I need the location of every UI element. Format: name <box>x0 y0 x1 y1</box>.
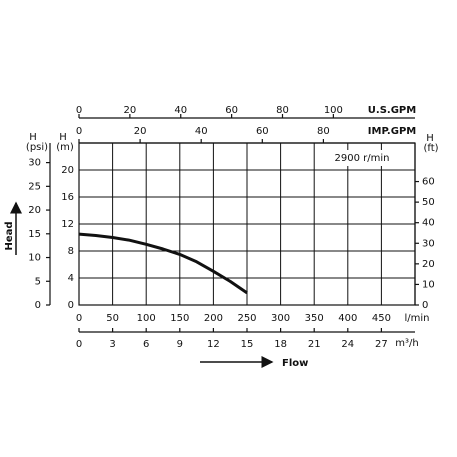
x-tick-label: 400 <box>338 313 357 324</box>
tick-label: 40 <box>174 105 187 116</box>
x-tick-label: 450 <box>372 313 391 324</box>
tick-label: 21 <box>308 339 321 350</box>
x-title: Flow <box>282 358 308 369</box>
m-header: (m) <box>56 142 74 153</box>
tick-label: 10 <box>422 279 435 290</box>
x-tick-label: 200 <box>204 313 223 324</box>
y-tick-label: 16 <box>61 192 74 203</box>
tick-label: 5 <box>35 276 41 287</box>
tick-label: 80 <box>276 105 289 116</box>
x-tick-label: 100 <box>137 313 156 324</box>
x-tick-label: 150 <box>170 313 189 324</box>
ft-header: (ft) <box>423 143 438 154</box>
x-tick-label: 50 <box>106 313 119 324</box>
usgpm-unit: U.S.GPM <box>368 105 416 116</box>
y-tick-label: 8 <box>68 246 74 257</box>
tick-label: 20 <box>28 205 41 216</box>
y-tick-label: 0 <box>68 300 74 311</box>
x-tick-label: 250 <box>237 313 256 324</box>
tick-label: 0 <box>76 126 82 137</box>
label-box <box>322 150 402 166</box>
curve <box>78 232 248 295</box>
tick-label: 20 <box>134 126 147 137</box>
x-tick-label: 0 <box>76 313 82 324</box>
tick-label: 60 <box>225 105 238 116</box>
psi-header: (psi) <box>26 142 48 153</box>
tick-label: 100 <box>324 105 343 116</box>
speed-label: 2900 r/min <box>335 153 390 164</box>
tick-label: 9 <box>177 339 183 350</box>
tick-label: 60 <box>422 177 435 188</box>
tick-label: 40 <box>195 126 208 137</box>
psi-header: H <box>29 132 37 143</box>
tick-label: 24 <box>341 339 354 350</box>
tick-label: 12 <box>207 339 220 350</box>
tick-label: 40 <box>422 218 435 229</box>
tick-label: 20 <box>124 105 137 116</box>
m3h-unit: m³/h <box>395 338 418 349</box>
tick-label: 3 <box>109 339 115 350</box>
tick-label: 25 <box>28 181 41 192</box>
y-tick-label: 12 <box>61 219 74 230</box>
tick-label: 0 <box>76 339 82 350</box>
m-header: H <box>59 132 67 143</box>
x-tick-label: 350 <box>305 313 324 324</box>
tick-label: 0 <box>35 300 41 311</box>
tick-label: 30 <box>28 158 41 169</box>
tick-label: 15 <box>241 339 254 350</box>
y-tick-label: 20 <box>61 165 74 176</box>
x-tick-label: 300 <box>271 313 290 324</box>
x-unit: l/min <box>404 313 429 324</box>
tick-label: 30 <box>422 238 435 249</box>
tick-label: 80 <box>317 126 330 137</box>
impgpm-unit: IMP.GPM <box>368 126 417 137</box>
tick-label: 15 <box>28 229 41 240</box>
tick-label: 27 <box>375 339 388 350</box>
y-title: Head <box>4 221 15 250</box>
tick-label: 6 <box>143 339 149 350</box>
tick-label: 0 <box>76 105 82 116</box>
ft-header: H <box>426 133 434 144</box>
tick-label: 18 <box>274 339 287 350</box>
tick-label: 20 <box>422 259 435 270</box>
y-tick-label: 4 <box>68 273 74 284</box>
tick-label: 0 <box>422 300 428 311</box>
tick-label: 10 <box>28 253 41 264</box>
tick-label: 50 <box>422 197 435 208</box>
tick-label: 60 <box>256 126 269 137</box>
